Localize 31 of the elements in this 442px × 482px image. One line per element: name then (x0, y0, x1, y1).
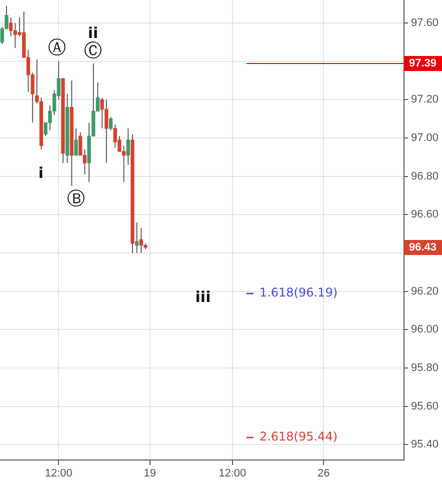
x-tick-label: 12:00 (218, 468, 246, 480)
annotation: Ⓑ (67, 188, 85, 210)
annotation: i (38, 164, 44, 182)
y-tick-label: 95.40 (411, 438, 439, 451)
annotation: iii (195, 288, 211, 306)
y-tick-label: 97.00 (411, 132, 439, 144)
candlestick (13, 22, 18, 48)
candlestick (9, 16, 13, 37)
x-tick-label: 19 (144, 468, 156, 480)
candlestick (108, 116, 113, 131)
y-tick-label: 97.20 (411, 94, 439, 106)
annotation: Ⓒ (84, 40, 102, 62)
y-tick-label: 97.60 (411, 17, 439, 30)
y-tick-label: 96.80 (411, 170, 439, 182)
ref-line-label: 97.39 (409, 58, 437, 70)
x-tick-label: 12:00 (44, 468, 72, 480)
ref-line-label: 2.618(95.44) (259, 430, 338, 444)
ref-line-label: 1.618(96.19) (259, 286, 338, 300)
text: 96.43 (409, 242, 437, 254)
annotation: Ⓐ (48, 38, 66, 59)
y-tick-label: 95.80 (411, 362, 439, 374)
y-tick-label: 95.60 (411, 400, 439, 412)
y-tick-label: 96.20 (411, 285, 439, 298)
x-tick-label: 26 (318, 468, 330, 480)
y-tick-label: 96.60 (411, 208, 439, 221)
candlestick (135, 222, 139, 254)
candlestick (126, 128, 130, 166)
candlestick (104, 99, 108, 164)
annotation: ii (88, 24, 98, 42)
candlestick (74, 128, 78, 156)
y-tick-label: 96.00 (411, 324, 439, 336)
